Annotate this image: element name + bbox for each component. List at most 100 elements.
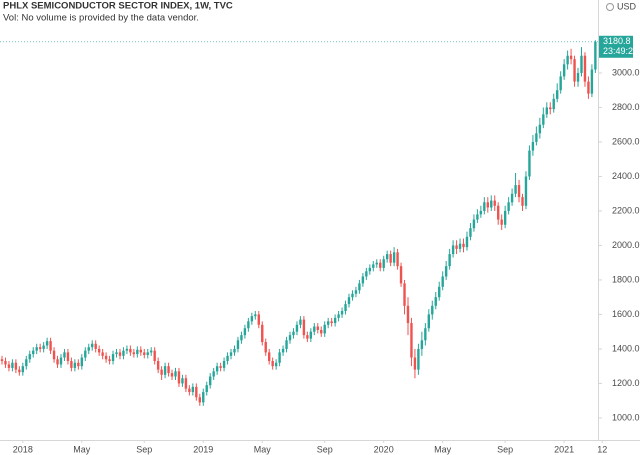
candle-body bbox=[361, 276, 365, 284]
candle-body bbox=[0, 359, 4, 362]
candle-body bbox=[191, 386, 195, 393]
candle-body bbox=[538, 124, 542, 134]
y-tick-label: 2200.0 bbox=[612, 205, 640, 215]
chart-title: PHLX SEMICONDUCTOR SECTOR INDEX, 1W, TVC bbox=[3, 1, 233, 12]
candle-body bbox=[35, 347, 38, 351]
candle-body bbox=[229, 352, 233, 356]
candle-body bbox=[417, 348, 420, 370]
candle-body bbox=[139, 349, 142, 353]
candle-body bbox=[84, 350, 87, 358]
candle-body bbox=[500, 219, 503, 225]
candle-body bbox=[389, 254, 392, 263]
candle-body bbox=[56, 359, 59, 365]
candle-body bbox=[14, 362, 18, 370]
x-tick-label: May bbox=[73, 444, 91, 454]
candle-body bbox=[167, 366, 170, 374]
candle-body bbox=[493, 200, 496, 206]
candle-body bbox=[566, 55, 569, 65]
candle-body bbox=[7, 364, 11, 368]
candle-body bbox=[396, 252, 399, 267]
candle-body bbox=[372, 264, 375, 268]
x-tick-label: Sep bbox=[136, 444, 152, 454]
candle-body bbox=[462, 243, 465, 248]
candle-body bbox=[87, 347, 90, 351]
candle-body bbox=[552, 98, 555, 110]
candle-body bbox=[431, 305, 434, 315]
x-tick-label: 2019 bbox=[193, 444, 213, 454]
candle-body bbox=[413, 357, 417, 370]
candle-body bbox=[49, 341, 52, 351]
candle-body bbox=[143, 352, 146, 355]
candle-body bbox=[382, 259, 385, 268]
candle-body bbox=[264, 342, 267, 353]
candle-body bbox=[174, 371, 177, 377]
candle-body bbox=[326, 321, 330, 325]
candle-body bbox=[209, 376, 212, 386]
candle-body bbox=[483, 202, 486, 211]
candle-body bbox=[28, 354, 31, 360]
y-tick-label: 2800.0 bbox=[612, 102, 640, 112]
candle-body bbox=[587, 81, 590, 94]
y-tick-label: 3000.0 bbox=[612, 67, 640, 77]
candle-body bbox=[295, 324, 299, 332]
candle-body bbox=[510, 193, 514, 203]
candle-body bbox=[205, 385, 208, 393]
candle-body bbox=[320, 329, 323, 334]
candle-body bbox=[517, 185, 521, 198]
candle-body bbox=[80, 357, 84, 367]
y-tick-label: 1600.0 bbox=[612, 309, 640, 319]
candle-body bbox=[503, 210, 507, 225]
candle-body bbox=[344, 304, 347, 311]
candle-body bbox=[111, 354, 115, 362]
candle-body bbox=[181, 378, 184, 384]
x-tick-label: May bbox=[254, 444, 272, 454]
candle-body bbox=[427, 314, 431, 329]
candle-body bbox=[542, 114, 545, 125]
chart-subtitle: Vol: No volume is provided by the data v… bbox=[3, 13, 199, 24]
currency-label[interactable]: USD bbox=[617, 1, 637, 11]
candle-body bbox=[184, 378, 188, 389]
currency-icon[interactable] bbox=[606, 3, 614, 11]
candle-body bbox=[170, 373, 174, 377]
candle-body bbox=[70, 361, 73, 368]
candle-body bbox=[399, 266, 403, 284]
candle-body bbox=[479, 210, 483, 215]
candle-body bbox=[521, 197, 524, 206]
candle-body bbox=[472, 219, 476, 229]
candle-body bbox=[226, 355, 229, 362]
candle-body bbox=[274, 362, 278, 367]
candle-body bbox=[379, 262, 382, 268]
candle-body bbox=[45, 341, 49, 346]
candle-body bbox=[333, 317, 337, 324]
candle-body bbox=[267, 352, 271, 362]
candle-body bbox=[215, 366, 219, 372]
candle-body bbox=[243, 328, 247, 336]
candle-body bbox=[97, 348, 101, 353]
candle-body bbox=[594, 41, 597, 70]
candle-body bbox=[233, 348, 236, 353]
candle-body bbox=[21, 366, 25, 373]
candle-body bbox=[32, 350, 35, 355]
candle-body bbox=[236, 340, 240, 349]
candle-body bbox=[222, 361, 226, 368]
y-tick-label: 2000.0 bbox=[612, 240, 640, 250]
candle-body bbox=[476, 214, 479, 220]
candle-body bbox=[316, 326, 319, 330]
candle-body bbox=[156, 361, 160, 370]
candle-body bbox=[261, 324, 264, 343]
candle-body bbox=[354, 290, 358, 294]
x-tick-label: 2021 bbox=[554, 444, 574, 454]
candle-body bbox=[365, 271, 368, 277]
x-tick-label: Sep bbox=[497, 444, 513, 454]
candle-body bbox=[254, 314, 257, 317]
candle-body bbox=[528, 150, 531, 177]
candle-body bbox=[549, 107, 552, 110]
candle-body bbox=[115, 352, 118, 355]
candle-body bbox=[94, 343, 97, 349]
candle-body bbox=[441, 276, 444, 287]
candle-body bbox=[202, 392, 205, 403]
candle-body bbox=[420, 340, 424, 349]
candle-body bbox=[122, 350, 125, 356]
candle-body bbox=[385, 254, 389, 260]
y-tick-label: 2600.0 bbox=[612, 136, 640, 146]
